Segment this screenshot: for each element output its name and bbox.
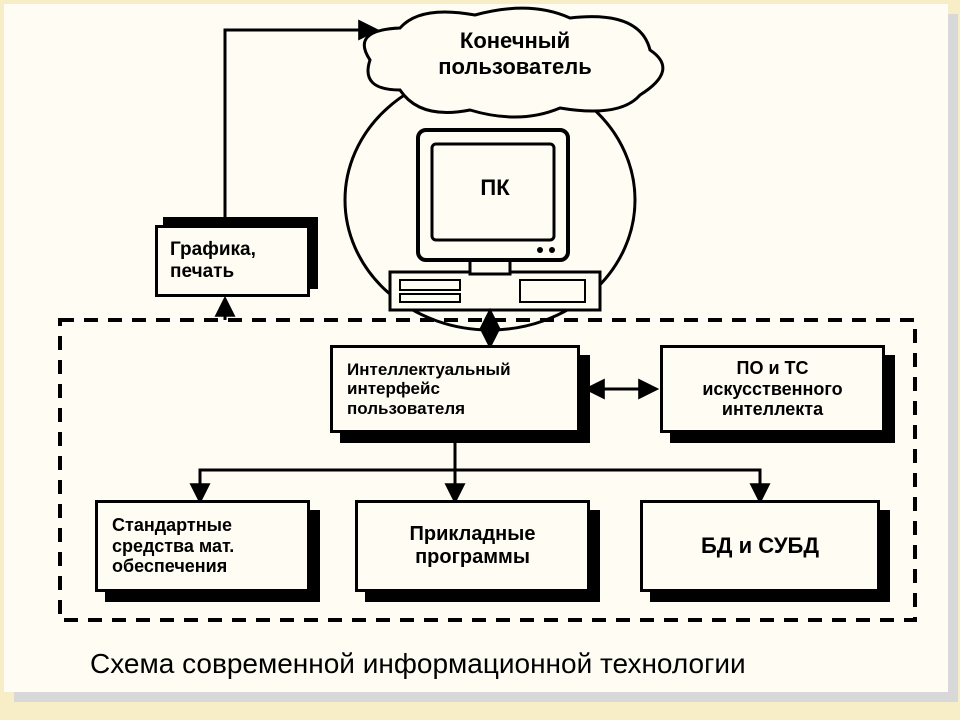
graphics-line2: печать (170, 261, 234, 283)
std-line3: обеспечения (112, 556, 227, 577)
graphics-block: Графика, печать (155, 225, 310, 297)
graphics-line1: Графика, (170, 239, 256, 261)
pc-label: ПК (465, 175, 525, 205)
ai-line1: ПО и ТС (737, 358, 809, 379)
app-block: Прикладные программы (355, 500, 590, 592)
edge-graphics-to-user (225, 30, 375, 225)
caption: Схема современной информационной техноло… (90, 648, 746, 680)
std-line2: средства мат. (112, 536, 234, 557)
std-block: Стандартные средства мат. обеспечения (95, 500, 310, 592)
page: Конечный пользователь ПК Графика, печать… (0, 0, 960, 720)
app-line1: Прикладные (410, 523, 536, 546)
edge-intf-db (455, 440, 760, 500)
end-user-line1: Конечный (400, 28, 630, 54)
end-user-line2: пользователь (400, 54, 630, 80)
std-line1: Стандартные (112, 515, 232, 536)
intf-line2: интерфейс (347, 379, 440, 399)
pc-icon (390, 130, 600, 310)
intf-block: Интеллектуальный интерфейс пользователя (330, 345, 580, 433)
db-label: БД и СУБД (701, 533, 819, 558)
intf-line1: Интеллектуальный (347, 360, 511, 380)
end-user: Конечный пользователь (400, 28, 630, 98)
ai-block: ПО и ТС искусственного интеллекта (660, 345, 885, 433)
intf-line3: пользователя (347, 399, 465, 419)
ai-line2: искусственного (702, 379, 842, 400)
app-line2: программы (415, 546, 530, 569)
ai-line3: интеллекта (722, 399, 823, 420)
db-block: БД и СУБД (640, 500, 880, 592)
edge-intf-std (200, 440, 455, 500)
